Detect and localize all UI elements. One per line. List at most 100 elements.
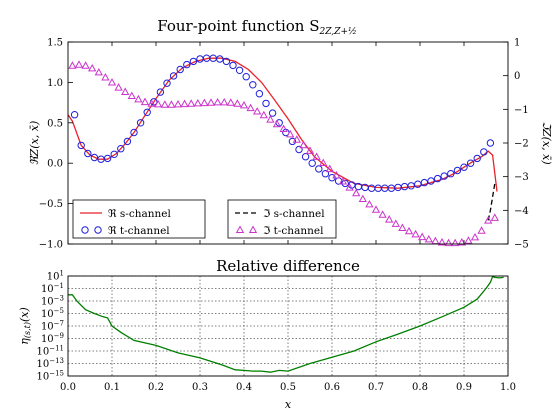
series-1-point xyxy=(229,61,237,70)
legend-label-re-t: ℜ t-channel xyxy=(108,225,170,237)
bottom-y-tick-exponent: −11 xyxy=(49,345,64,353)
series-1-point xyxy=(196,55,204,63)
top-left-y-tick-label: 1.0 xyxy=(47,78,63,89)
series-1-point xyxy=(156,88,165,96)
series-3-point xyxy=(365,199,374,208)
legend-swatch-im-t-b xyxy=(248,225,258,233)
series-1-point xyxy=(308,159,316,167)
series-1-point xyxy=(77,141,85,150)
top-right-y-tick-label: −5 xyxy=(514,240,529,251)
top-right-y-tick-label: 1 xyxy=(514,38,520,49)
series-1-point xyxy=(169,72,178,80)
series-1-point xyxy=(288,137,297,146)
top-panel: Four-point function S2Z,Z+½ −1.0 −0.5 0.0 0… xyxy=(28,17,553,251)
series-3-point xyxy=(272,119,282,128)
series-3-point xyxy=(226,98,235,106)
series-1-point xyxy=(123,137,132,146)
bottom-x-tick-label: 0.5 xyxy=(280,382,296,393)
top-left-y-ticks: −1.0 −0.5 0.0 0.5 1.0 1.5 xyxy=(39,38,73,251)
bottom-x-tick-label: 0.8 xyxy=(412,382,428,393)
bottom-y-tick-label: 101 xyxy=(47,270,64,283)
bottom-x-tick-label: 0.4 xyxy=(236,382,252,393)
legend-swatch-re-t-a xyxy=(81,226,89,234)
top-right-y-ticks: −5 −4 −3 −2 −1 0 1 xyxy=(503,38,529,251)
bottom-x-tick-label: 1.0 xyxy=(500,382,516,393)
series-1-point xyxy=(183,60,191,69)
series-3-point xyxy=(121,87,130,95)
bottom-y-tick-exponent: −15 xyxy=(49,370,64,378)
bottom-y-tick-label: 10−11 xyxy=(36,345,64,358)
series-3-point xyxy=(424,234,433,243)
top-left-y-tick-label: −1.0 xyxy=(39,240,63,251)
bottom-x-tick-label: 0.3 xyxy=(192,382,208,393)
series-3-point xyxy=(167,100,176,108)
series-3-point xyxy=(470,232,480,241)
series-1-point xyxy=(414,180,422,188)
bottom-y-tick-label: 10−9 xyxy=(41,332,64,345)
bottom-y-tick-exponent: −3 xyxy=(54,295,64,303)
top-plot-area xyxy=(67,42,509,247)
series-1-point xyxy=(486,139,495,147)
top-right-y-tick-label: −2 xyxy=(514,139,529,150)
series-1-point xyxy=(136,119,145,127)
bottom-y-tick-label: 10−13 xyxy=(36,357,64,370)
series-3-point xyxy=(206,98,216,106)
bottom-y-label: η(s,t)(x) xyxy=(18,307,32,345)
bottom-plot-area xyxy=(68,275,504,373)
series-3-point xyxy=(134,94,143,103)
series-3-point xyxy=(88,63,97,72)
series-3-point xyxy=(299,140,308,149)
bottom-y-tick-exponent: −5 xyxy=(54,307,64,315)
series-3-point xyxy=(180,99,189,108)
series-1-point xyxy=(176,65,184,74)
series-3-point xyxy=(68,61,77,69)
series-3-point xyxy=(114,83,123,91)
series-1-point xyxy=(453,166,462,175)
series-1-point xyxy=(433,174,442,183)
series-3-point xyxy=(451,238,460,247)
series-3-point xyxy=(345,183,354,191)
top-right-y-label: ℑZ(x, x̄) xyxy=(540,121,553,164)
series-3-point xyxy=(246,103,255,112)
bottom-y-tick-label: 10−3 xyxy=(41,295,64,308)
bottom-y-tick-exponent: −7 xyxy=(54,320,64,328)
legend-swatch-re-t-b xyxy=(94,226,102,234)
series-3-point xyxy=(279,124,288,132)
series-3-point xyxy=(411,229,420,238)
series-1-point xyxy=(84,149,92,158)
bottom-y-tick-label: 10−15 xyxy=(36,370,64,383)
top-right-y-tick-label: −1 xyxy=(514,105,529,116)
series-1-point xyxy=(189,57,198,66)
series-3-point xyxy=(154,99,163,108)
series-3-point xyxy=(332,170,341,179)
series-3-point xyxy=(457,237,466,246)
bottom-y-tick-exponent: 1 xyxy=(60,270,64,278)
series-1-point xyxy=(420,178,429,187)
bottom-x-label: x xyxy=(285,398,292,411)
series-1-point xyxy=(249,81,257,89)
bottom-panel: Relative difference 10110−110−310−510−71… xyxy=(18,257,516,411)
series-1-point xyxy=(268,109,277,117)
series-3-point xyxy=(404,226,414,235)
series-3-point xyxy=(74,60,84,68)
series-3-point xyxy=(107,78,117,86)
legend-label-im-s: ℑ s-channel xyxy=(263,208,325,220)
series-3-point xyxy=(94,67,103,76)
bottom-x-tick-label: 0.0 xyxy=(60,382,76,393)
top-left-y-tick-label: −0.5 xyxy=(39,199,63,210)
bottom-y-tick-label: 10−1 xyxy=(41,282,64,295)
legend-imag: ℑ s-channel ℑ t-channel xyxy=(227,199,337,239)
series-3-point xyxy=(358,194,367,202)
series-3-point xyxy=(391,219,400,227)
series-3-point xyxy=(325,164,334,173)
bottom-y-tick-exponent: −13 xyxy=(49,357,64,365)
top-right-y-tick-label: −4 xyxy=(514,206,529,217)
series-1-point xyxy=(222,57,231,66)
bottom-y-tick-exponent: −9 xyxy=(54,332,64,340)
series-3-point xyxy=(385,215,394,223)
series-3-point xyxy=(338,177,348,185)
series-3-point xyxy=(312,152,321,160)
series-1-point xyxy=(407,182,415,190)
series-3-point xyxy=(147,99,156,107)
